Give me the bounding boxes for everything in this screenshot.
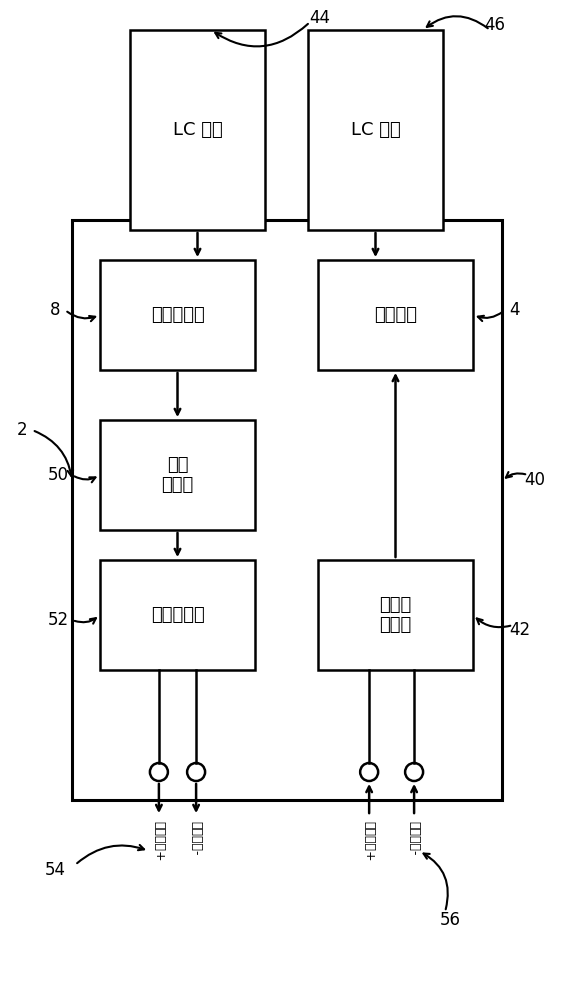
Text: 激光器
驱动器: 激光器 驱动器: [379, 596, 411, 634]
Text: 4: 4: [510, 301, 520, 319]
Bar: [72, 220, 502, 800]
Bar: [100, 560, 255, 670]
Text: LC 插口: LC 插口: [172, 121, 222, 139]
Text: 数据输出+: 数据输出+: [152, 821, 166, 862]
Text: 数据输入+: 数据输入+: [363, 821, 376, 862]
Text: 56: 56: [439, 911, 461, 929]
Text: 跨阻
放大器: 跨阻 放大器: [162, 456, 194, 494]
Text: 数据输出-: 数据输出-: [190, 821, 203, 856]
Text: 54: 54: [45, 861, 65, 879]
Text: LC 插口: LC 插口: [351, 121, 401, 139]
Bar: [308, 30, 443, 230]
Text: 数据输入-: 数据输入-: [407, 821, 421, 856]
Text: 52: 52: [48, 611, 69, 629]
Bar: [100, 420, 255, 530]
Text: 50: 50: [48, 466, 69, 484]
Bar: [130, 30, 265, 230]
Bar: [318, 560, 473, 670]
Text: 激光器件: 激光器件: [374, 306, 417, 324]
Text: 46: 46: [485, 16, 505, 34]
Text: 44: 44: [309, 9, 331, 27]
Text: 42: 42: [509, 621, 531, 639]
Text: 2: 2: [17, 421, 28, 439]
Text: 光电检测器: 光电检测器: [151, 306, 205, 324]
Bar: [318, 260, 473, 370]
Text: 限幅放大器: 限幅放大器: [151, 606, 205, 624]
Bar: [100, 260, 255, 370]
Text: 8: 8: [50, 301, 60, 319]
Text: 40: 40: [524, 471, 545, 489]
